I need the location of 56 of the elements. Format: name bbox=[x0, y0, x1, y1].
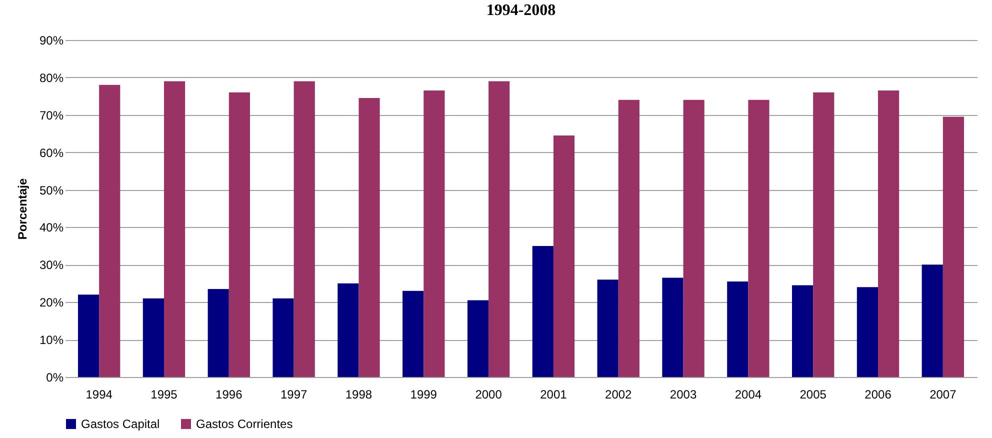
bar bbox=[78, 294, 100, 377]
bar bbox=[532, 246, 554, 377]
bar bbox=[164, 81, 186, 377]
bar bbox=[683, 100, 704, 377]
x-tick-label: 2002 bbox=[605, 388, 632, 402]
bar bbox=[358, 98, 380, 377]
bar bbox=[99, 84, 120, 377]
y-tick-label: 80% bbox=[39, 70, 64, 85]
bar bbox=[813, 92, 834, 377]
x-tick-label: 2001 bbox=[540, 388, 568, 402]
bar bbox=[338, 283, 359, 377]
bar bbox=[208, 289, 229, 377]
y-tick-label: 30% bbox=[39, 258, 64, 272]
chart-title: 1994-2008 bbox=[486, 2, 556, 19]
bar bbox=[424, 90, 445, 377]
bar bbox=[792, 285, 814, 377]
bar bbox=[942, 116, 964, 377]
bar bbox=[272, 298, 294, 377]
legend-label: Gastos Corrientes bbox=[196, 417, 293, 431]
bar bbox=[727, 282, 748, 377]
y-axis-title: Porcentaje bbox=[15, 178, 30, 240]
y-tick-label: 10% bbox=[39, 333, 64, 348]
bar bbox=[662, 278, 684, 377]
y-tick-label: 60% bbox=[39, 146, 64, 160]
x-tick-label: 1998 bbox=[345, 388, 372, 402]
x-tick-label: 1997 bbox=[280, 388, 308, 402]
bar bbox=[856, 287, 878, 377]
bar bbox=[748, 100, 770, 377]
x-tick-label: 2000 bbox=[475, 388, 502, 402]
bar bbox=[618, 100, 640, 377]
y-tick-label: 70% bbox=[39, 108, 64, 122]
y-tick-label: 0% bbox=[46, 370, 64, 384]
y-tick-label: 40% bbox=[39, 220, 64, 235]
y-tick-label: 90% bbox=[39, 34, 64, 48]
bar bbox=[922, 264, 943, 377]
x-tick-label: 1994 bbox=[86, 388, 113, 402]
x-tick-label: 2003 bbox=[670, 388, 697, 402]
bar bbox=[294, 81, 315, 377]
y-tick-label: 50% bbox=[39, 183, 64, 198]
bar bbox=[553, 135, 575, 377]
x-tick-label: 2004 bbox=[734, 388, 762, 402]
x-tick-label: 1999 bbox=[410, 388, 438, 402]
bar bbox=[467, 300, 489, 377]
y-tick-label: 20% bbox=[39, 296, 64, 310]
bar bbox=[878, 90, 900, 377]
bar bbox=[597, 280, 618, 377]
legend-label: Gastos Capital bbox=[81, 417, 160, 431]
x-tick-label: 2006 bbox=[864, 388, 892, 402]
x-tick-label: 2005 bbox=[800, 388, 827, 402]
bar bbox=[142, 298, 164, 377]
bar bbox=[488, 81, 510, 377]
bar bbox=[402, 290, 424, 377]
x-tick-label: 1996 bbox=[216, 388, 243, 402]
x-tick-label: 2007 bbox=[930, 388, 957, 402]
x-tick-label: 1995 bbox=[150, 388, 178, 402]
bar bbox=[228, 92, 250, 377]
